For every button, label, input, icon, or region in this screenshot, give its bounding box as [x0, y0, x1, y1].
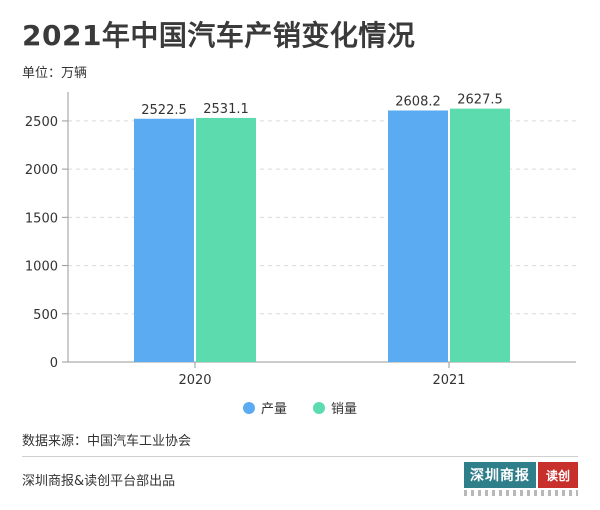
y-tick-label-0: 0 [50, 356, 58, 371]
bar-2020-销量 [196, 117, 256, 362]
legend: 产量 销量 [0, 398, 600, 417]
legend-item-production: 产量 [242, 398, 287, 417]
publisher-logo: 深圳商报 读创 [464, 462, 578, 498]
data-label-2021-产量: 2608.2 [395, 94, 441, 109]
y-tick-label-1500: 1500 [25, 211, 58, 226]
y-tick-label-2000: 2000 [25, 163, 58, 178]
bar-2021-产量 [388, 110, 448, 363]
legend-item-sales: 销量 [313, 398, 357, 417]
legend-swatch-sales [313, 401, 325, 414]
x-tick-label-2020: 2020 [178, 373, 211, 388]
y-tick-label-500: 500 [33, 308, 58, 323]
legend-label-sales: 销量 [331, 402, 358, 417]
y-tick-label-1000: 1000 [25, 260, 58, 275]
chart-title: 2021年中国汽车产销变化情况 [22, 19, 416, 52]
legend-swatch-production [242, 401, 255, 414]
logo-main-text: 深圳商报 [464, 462, 536, 488]
legend-label-production: 产量 [260, 402, 287, 417]
publisher-credit: 深圳商报&读创平台部出品 [22, 474, 176, 489]
x-tick-label-2021: 2021 [432, 373, 465, 388]
logo-subline [464, 490, 578, 496]
data-label-2021-销量: 2627.5 [457, 93, 503, 108]
unit-label: 单位：万辆 [22, 66, 88, 81]
bar-chart: 0 500 1000 1500 2000 2500 2020 2522.5 2531.1 2021… [25, 92, 576, 388]
footer-divider [22, 456, 578, 457]
data-source: 数据来源：中国汽车工业协会 [22, 434, 192, 449]
y-tick-label-2500: 2500 [25, 115, 58, 130]
bar-2021-销量 [450, 108, 510, 362]
data-label-2020-销量: 2531.1 [203, 102, 249, 117]
logo-tag-text: 读创 [538, 462, 578, 488]
data-label-2020-产量: 2522.5 [141, 103, 187, 118]
bar-2020-产量 [134, 118, 194, 362]
